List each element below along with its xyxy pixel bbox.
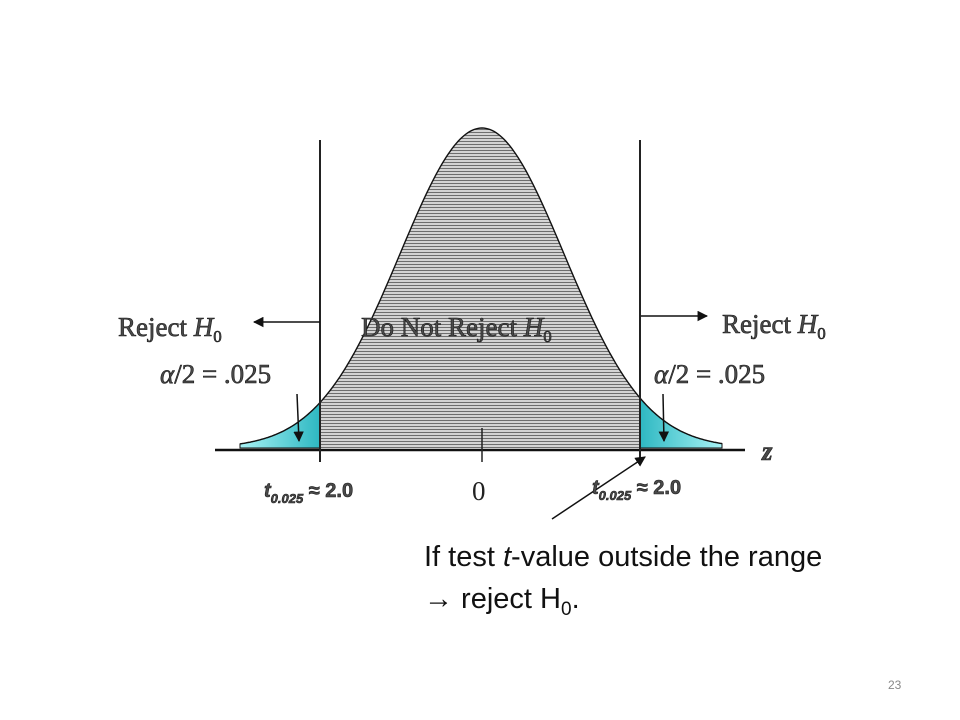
note-pointer-arrow <box>551 456 646 520</box>
acceptance-region-body <box>320 128 640 448</box>
right-critical-value-label: t0.025 ≈ 2.0 <box>592 477 681 503</box>
right-rejection-tail <box>639 396 723 449</box>
right-reject-label: Reject H0 <box>722 309 826 343</box>
do-not-reject-label: Do Not Reject H0 <box>361 312 552 346</box>
note-line-1: If test t-value outside the range <box>424 541 822 573</box>
right-alpha-arrow <box>658 393 670 443</box>
left-reject-label: Reject H0 <box>118 312 222 346</box>
left-critical-value-label: t0.025 ≈ 2.0 <box>264 480 353 506</box>
note-line-2: → reject H0. <box>424 583 580 620</box>
z-axis-label: z <box>761 436 773 466</box>
left-alpha-arrow <box>293 393 304 443</box>
right-alpha-label: α/2 = .025 <box>654 359 765 389</box>
zero-label: 0 <box>472 476 486 506</box>
left-alpha-label: α/2 = .025 <box>160 359 271 389</box>
page-number: 23 <box>888 678 902 692</box>
